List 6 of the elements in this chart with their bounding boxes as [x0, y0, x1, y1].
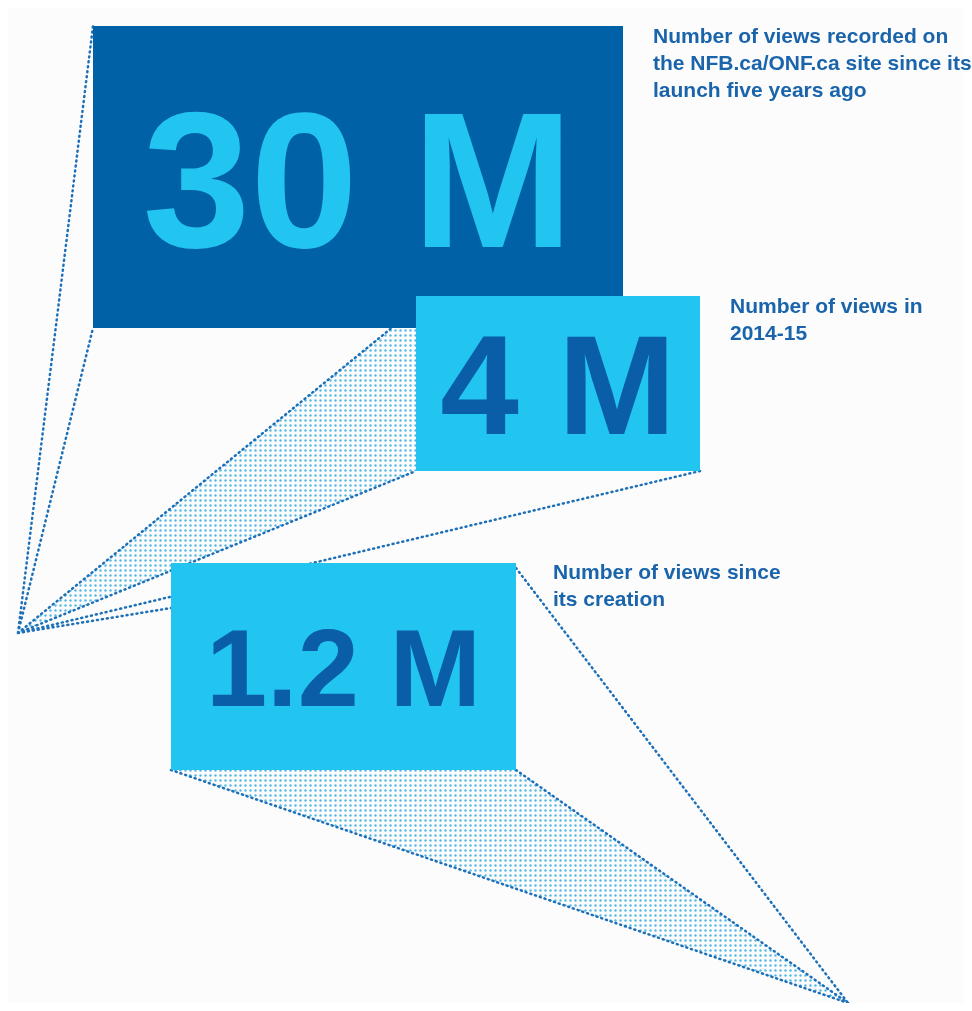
data-label: 30 M: [142, 70, 574, 288]
data-label: 1.2 M: [205, 606, 482, 730]
category-label: Number of views in 2014-15: [730, 293, 924, 346]
category-label: Number of views recorded on the NFB.ca/ONF.ca site since its launch five years ago: [653, 23, 972, 103]
category-label: Number of views since its creation: [553, 559, 782, 612]
data-label: 4 M: [440, 306, 676, 465]
